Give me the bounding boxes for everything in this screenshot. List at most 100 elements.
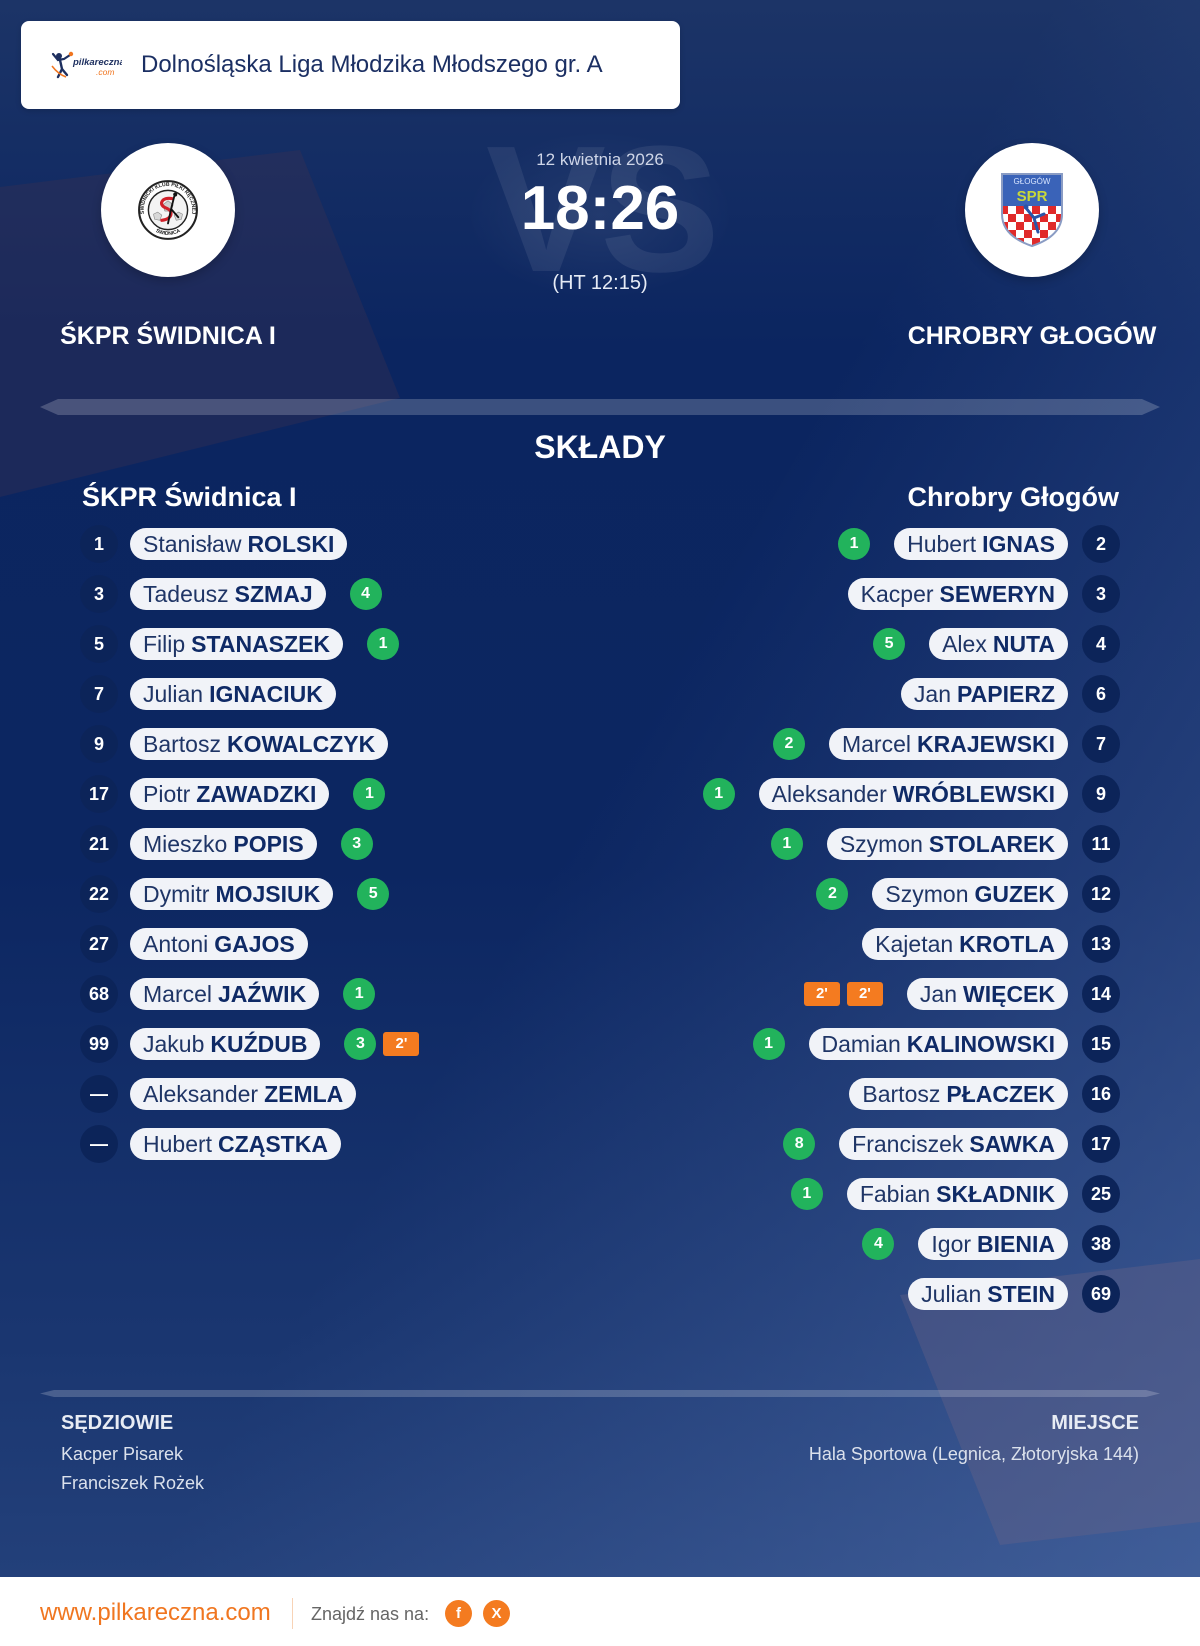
player-name: Dymitr MOJSIUK (130, 878, 334, 910)
player-row: 27 Antoni GAJOS (80, 919, 419, 969)
player-last-name: KUŹDUB (210, 1031, 308, 1057)
player-last-name: POPIS (233, 831, 304, 857)
player-first-name: Aleksander (143, 1081, 259, 1107)
player-last-name: NUTA (992, 631, 1055, 657)
player-name: Igor BIENIA (918, 1228, 1068, 1260)
player-first-name: Alex (942, 631, 987, 657)
player-row: 11 Szymon STOLAREK 1 (703, 819, 1120, 869)
goals-badge: 1 (702, 778, 735, 810)
player-name: Franciszek SAWKA (839, 1128, 1068, 1160)
jersey-number: 99 (80, 1025, 118, 1063)
player-last-name: IGNACIUK (209, 681, 323, 707)
player-row: 16 Bartosz PŁACZEK (703, 1069, 1120, 1119)
player-last-name: GUZEK (974, 881, 1056, 907)
player-row: 17 Piotr ZAWADZKI 1 (80, 769, 419, 819)
match-date: 12 kwietnia 2026 (536, 150, 664, 169)
player-last-name: JAŹWIK (218, 981, 307, 1007)
player-first-name: Tadeusz (143, 581, 229, 607)
jersey-number: 7 (80, 675, 118, 713)
player-last-name: SZMAJ (234, 581, 313, 607)
player-row: 6 Jan PAPIERZ (703, 669, 1120, 719)
player-stats: 1 (752, 1028, 785, 1060)
player-name: Szymon STOLAREK (826, 828, 1068, 860)
player-stats: 1 (367, 628, 400, 660)
player-row: 7 Julian IGNACIUK (80, 669, 419, 719)
vs-watermark: VS (485, 109, 720, 310)
jersey-number: 25 (1082, 1175, 1120, 1213)
league-title: Dolnośląska Liga Młodzika Młodszego gr. … (141, 51, 603, 78)
jersey-number: 68 (80, 975, 118, 1013)
player-name: Jan PAPIERZ (900, 678, 1068, 710)
player-last-name: SKŁADNIK (936, 1181, 1055, 1207)
jersey-number: 2 (1082, 525, 1120, 563)
player-name: Bartosz PŁACZEK (849, 1078, 1068, 1110)
player-last-name: KROTLA (959, 931, 1055, 957)
player-name: Szymon GUZEK (872, 878, 1068, 910)
home-team-name: ŚKPR ŚWIDNICA I (60, 322, 276, 350)
jersey-number: 6 (1082, 675, 1120, 713)
goals-badge: 3 (340, 828, 373, 860)
penalty-badge: 2' (803, 982, 840, 1006)
player-last-name: KALINOWSKI (906, 1031, 1055, 1057)
player-row: 3 Tadeusz SZMAJ 4 (80, 569, 419, 619)
x-icon[interactable]: X (483, 1600, 510, 1627)
player-name: Alex NUTA (929, 628, 1068, 660)
player-first-name: Hubert (143, 1131, 213, 1157)
player-first-name: Jan (913, 681, 952, 707)
goals-badge: 8 (783, 1128, 816, 1160)
jersey-number: 21 (80, 825, 118, 863)
jersey-number: 12 (1082, 875, 1120, 913)
home-team-crest: ŚWIDNICKI KLUB PIŁKI RĘCZNEJ ŚWIDNICA (101, 143, 235, 277)
player-last-name: KOWALCZYK (226, 731, 376, 757)
player-name: Fabian SKŁADNIK (846, 1178, 1068, 1210)
jersey-number: 38 (1082, 1225, 1120, 1263)
player-name: Jakub KUŹDUB (130, 1028, 321, 1060)
player-last-name: PAPIERZ (957, 681, 1055, 707)
officials-label: SĘDZIOWIE (61, 1412, 174, 1434)
jersey-number: 13 (1082, 925, 1120, 963)
decor-shape-bottom-right (900, 1259, 1200, 1545)
player-row: 15 Damian KALINOWSKI 1 (703, 1019, 1120, 1069)
player-row: 22 Dymitr MOJSIUK 5 (80, 869, 419, 919)
player-last-name: GAJOS (214, 931, 295, 957)
goals-badge: 2 (772, 728, 805, 760)
player-first-name: Damian (821, 1031, 901, 1057)
jersey-number: 1 (80, 525, 118, 563)
player-row: 17 Franciszek SAWKA 8 (703, 1119, 1120, 1169)
skpr-swidnica-crest-icon: ŚWIDNICKI KLUB PIŁKI RĘCZNEJ ŚWIDNICA (138, 180, 198, 240)
jersey-number: 69 (1082, 1275, 1120, 1313)
jersey-number: 5 (80, 625, 118, 663)
player-name: Tadeusz SZMAJ (130, 578, 326, 610)
player-last-name: ZAWADZKI (196, 781, 317, 807)
jersey-number: 27 (80, 925, 118, 963)
player-first-name: Szymon (885, 881, 969, 907)
player-last-name: ROLSKI (247, 531, 335, 557)
facebook-icon[interactable]: f (445, 1600, 472, 1627)
player-row: 7 Marcel KRAJEWSKI 2 (703, 719, 1120, 769)
officials-list: Kacper Pisarek Franciszek Rożek (61, 1440, 204, 1498)
crest-top-text: GŁOGÓW (1014, 177, 1051, 186)
player-last-name: MOJSIUK (215, 881, 321, 907)
website-link[interactable]: www.pilkareczna.com (40, 1599, 271, 1626)
player-row: 9 Aleksander WRÓBLEWSKI 1 (702, 769, 1120, 819)
footer: www.pilkareczna.com Znajdź nas na: f X (0, 1577, 1200, 1646)
goals-badge: 5 (873, 628, 906, 660)
player-stats: 2 (816, 878, 849, 910)
goals-badge: 1 (790, 1178, 823, 1210)
player-row: 25 Fabian SKŁADNIK 1 (703, 1169, 1120, 1219)
jersey-number: 17 (1082, 1125, 1120, 1163)
player-first-name: Kajetan (875, 931, 954, 957)
player-stats: 4 (862, 1228, 895, 1260)
player-first-name: Julian (143, 681, 204, 707)
player-name: Hubert IGNAS (894, 528, 1068, 560)
player-row: 21 Mieszko POPIS 3 (80, 819, 419, 869)
jersey-number: 3 (80, 575, 118, 613)
player-first-name: Marcel (143, 981, 213, 1007)
player-name: Mieszko POPIS (130, 828, 317, 860)
player-row: 9 Bartosz KOWALCZYK (80, 719, 419, 769)
player-first-name: Dymitr (143, 881, 210, 907)
player-name: Kajetan KROTLA (862, 928, 1068, 960)
player-row: 12 Szymon GUZEK 2 (703, 869, 1120, 919)
player-last-name: CZĄSTKA (218, 1131, 328, 1157)
player-last-name: ZEMLA (264, 1081, 344, 1107)
